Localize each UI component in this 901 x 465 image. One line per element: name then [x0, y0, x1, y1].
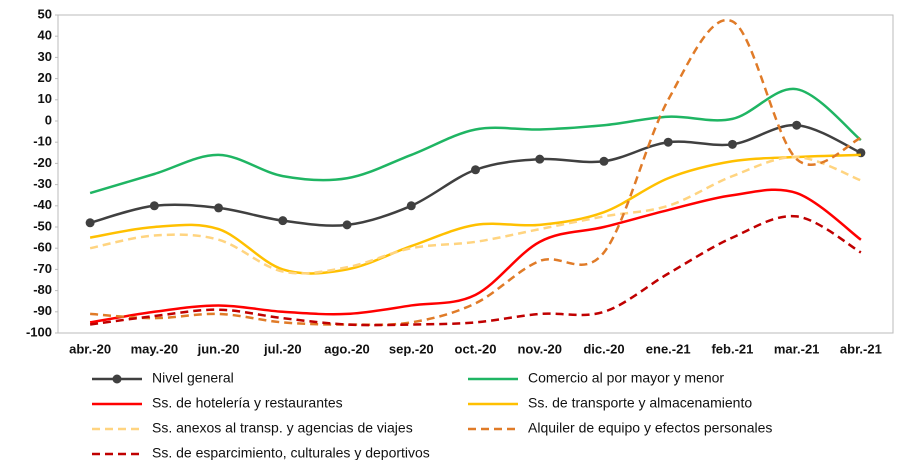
y-tick-label: -70 — [33, 261, 52, 276]
y-tick-label: -90 — [33, 303, 52, 318]
data-point — [342, 220, 352, 230]
x-tick-label: oct.-20 — [455, 341, 497, 356]
data-point — [85, 218, 95, 228]
y-tick-label: -40 — [33, 197, 52, 212]
x-tick-label: mar.-21 — [774, 341, 820, 356]
legend-label: Ss. anexos al transp. y agencias de viaj… — [152, 420, 413, 436]
y-tick-label: -50 — [33, 218, 52, 233]
legend-label: Ss. de hotelería y restaurantes — [152, 395, 343, 411]
series-line — [89, 87, 862, 195]
data-point — [599, 156, 609, 166]
y-tick-label: 50 — [38, 6, 52, 21]
series-line — [89, 214, 862, 327]
series-line — [89, 153, 861, 275]
x-tick-label: jul.-20 — [263, 341, 302, 356]
y-tick-label: -100 — [26, 324, 52, 339]
y-tick-label: 30 — [38, 49, 52, 64]
y-tick-label: -10 — [33, 134, 52, 149]
series-line — [89, 188, 862, 324]
x-tick-label: jun.-20 — [197, 341, 240, 356]
data-point — [663, 137, 673, 147]
data-point — [214, 203, 224, 213]
x-tick-label: ene.-21 — [646, 341, 691, 356]
y-tick-label: -20 — [33, 155, 52, 170]
series-line — [89, 155, 862, 275]
legend-marker — [112, 374, 122, 384]
x-tick-label: dic.-20 — [583, 341, 624, 356]
y-tick-label: 10 — [38, 91, 52, 106]
x-tick-label: abr.-21 — [840, 341, 882, 356]
x-tick-label: ago.-20 — [324, 341, 370, 356]
data-point — [406, 201, 416, 211]
y-tick-label: -80 — [33, 282, 52, 297]
plot-area — [57, 14, 894, 334]
legend-label: Ss. de transporte y almacenamiento — [528, 395, 752, 411]
data-point — [535, 154, 545, 164]
data-point — [792, 120, 802, 130]
x-tick-label: feb.-21 — [711, 341, 753, 356]
data-point — [727, 139, 737, 149]
y-tick-label: 0 — [45, 112, 52, 127]
legend-label: Alquiler de equipo y efectos personales — [528, 420, 772, 436]
y-tick-label: 20 — [38, 70, 52, 85]
y-tick-label: -30 — [33, 176, 52, 191]
x-tick-label: may.-20 — [131, 341, 178, 356]
data-point — [149, 201, 159, 211]
legend-label: Nivel general — [152, 370, 234, 386]
data-point — [471, 165, 480, 175]
series-line — [90, 18, 862, 327]
x-tick-label: nov.-20 — [517, 341, 562, 356]
x-tick-label: abr.-20 — [69, 341, 111, 356]
y-tick-label: 40 — [38, 28, 52, 43]
legend-label: Comercio al por mayor y menor — [528, 370, 724, 386]
x-tick-label: sep.-20 — [389, 341, 434, 356]
y-tick-label: -60 — [33, 240, 52, 255]
series-line — [89, 123, 862, 227]
data-point — [278, 216, 288, 226]
legend-label: Ss. de esparcimiento, culturales y depor… — [152, 445, 430, 460]
